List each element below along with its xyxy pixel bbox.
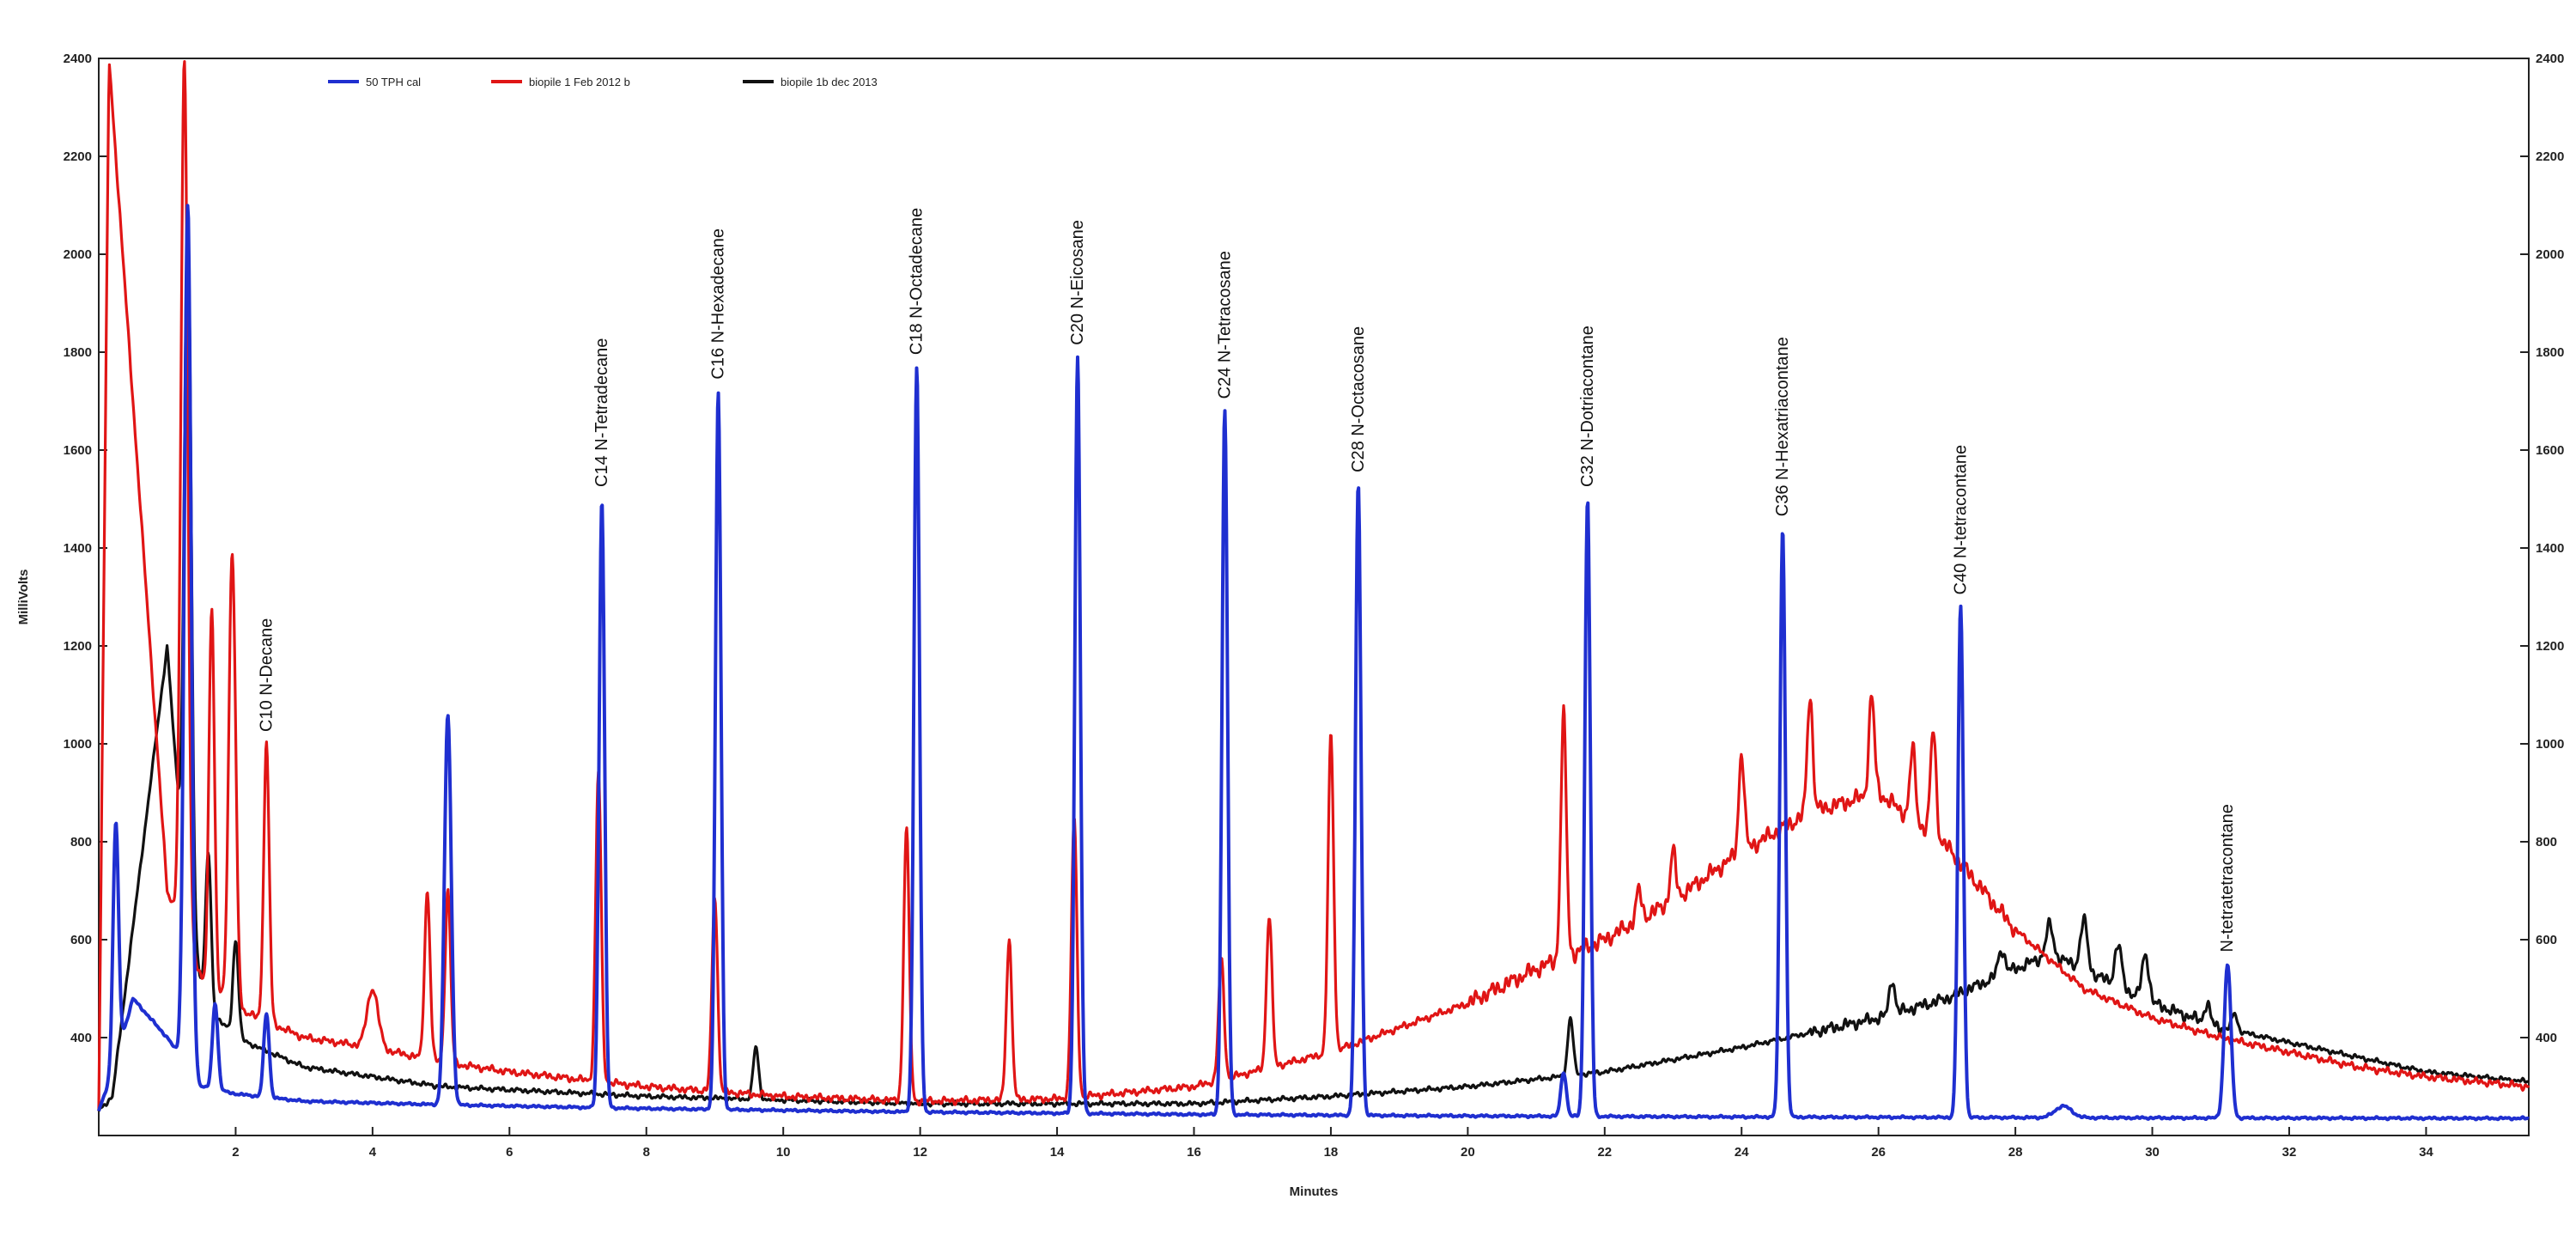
x-tick-label: 10 bbox=[776, 1145, 791, 1160]
y-tick-label-left: 2000 bbox=[64, 247, 92, 262]
y-tick-label-right: 400 bbox=[2536, 1031, 2557, 1045]
x-tick-label: 14 bbox=[1050, 1145, 1065, 1160]
x-tick-label: 20 bbox=[1461, 1145, 1475, 1160]
y-tick-label-right: 1600 bbox=[2536, 443, 2564, 458]
y-tick-label-right: 1400 bbox=[2536, 541, 2564, 556]
y-tick-label-left: 800 bbox=[70, 835, 92, 849]
peak-label: C32 N-Dotriacontane bbox=[1578, 326, 1597, 487]
y-tick-label-right: 1200 bbox=[2536, 639, 2564, 654]
series-line bbox=[97, 204, 2530, 1122]
x-tick-label: 6 bbox=[506, 1145, 513, 1160]
x-tick-label: 4 bbox=[369, 1145, 377, 1160]
x-tick-label: 16 bbox=[1187, 1145, 1201, 1160]
plot-area bbox=[98, 58, 2530, 1136]
x-tick-label: 34 bbox=[2419, 1145, 2433, 1160]
y-tick-label-right: 800 bbox=[2536, 835, 2557, 849]
peak-label: C36 N-Hexatriacontane bbox=[1773, 337, 1792, 516]
y-tick-label-right: 1000 bbox=[2536, 737, 2564, 752]
y-tick-label-left: 1800 bbox=[64, 345, 92, 360]
y-axis-title: MilliVolts bbox=[16, 569, 31, 625]
series-line bbox=[97, 214, 2530, 1112]
peak-annotations: C10 N-Decane C14 N-Tetradecane C16 N-Hexad… bbox=[257, 208, 2237, 953]
legend-label: biopile 1b dec 2013 bbox=[781, 76, 878, 88]
y-tick-label-right: 2200 bbox=[2536, 149, 2564, 164]
x-tick-label: 30 bbox=[2145, 1145, 2160, 1160]
x-tick-label: 26 bbox=[1871, 1145, 1886, 1160]
x-tick-label: 8 bbox=[643, 1145, 650, 1160]
x-tick-label: 32 bbox=[2282, 1145, 2297, 1160]
peak-label: C16 N-Hexadecane bbox=[708, 228, 727, 380]
series-line bbox=[97, 60, 2530, 1111]
legend-label: 50 TPH cal bbox=[366, 76, 421, 88]
y-tick-label-left: 2200 bbox=[64, 149, 92, 164]
y-tick-label-right: 1800 bbox=[2536, 345, 2564, 360]
peak-label: C10 N-Decane bbox=[257, 618, 276, 732]
y-tick-label-right: 2000 bbox=[2536, 247, 2564, 262]
x-tick-label: 12 bbox=[913, 1145, 927, 1160]
peak-label: C18 N-Octadecane bbox=[908, 208, 927, 355]
legend-label: biopile 1 Feb 2012 b bbox=[529, 76, 630, 88]
y-tick-label-left: 1400 bbox=[64, 541, 92, 556]
y-tick-label-right: 2400 bbox=[2536, 52, 2564, 66]
peak-label: C14 N-Tetradecane bbox=[592, 338, 611, 487]
x-axis-title: Minutes bbox=[1290, 1184, 1339, 1199]
y-tick-label-right: 600 bbox=[2536, 933, 2557, 947]
x-tick-label: 28 bbox=[2008, 1145, 2023, 1160]
series-traces bbox=[97, 60, 2530, 1122]
peak-label: C20 N-Eicosane bbox=[1068, 220, 1087, 345]
legend: 50 TPH cal biopile 1 Feb 2012 b biopile 1b… bbox=[328, 76, 878, 88]
y-tick-label-left: 400 bbox=[70, 1031, 92, 1045]
x-tick-label: 18 bbox=[1324, 1145, 1339, 1160]
y-tick-label-left: 1600 bbox=[64, 443, 92, 458]
y-tick-label-left: 600 bbox=[70, 933, 92, 947]
y-tick-label-left: 2400 bbox=[64, 52, 92, 66]
x-tick-label: 2 bbox=[232, 1145, 239, 1160]
y-tick-label-left: 1000 bbox=[64, 737, 92, 752]
y-tick-label-left: 1200 bbox=[64, 639, 92, 654]
peak-label: N-tetratetracontane bbox=[2218, 804, 2237, 952]
axis-ticks: 400 400 600 600 800 800 1000 1000 1200 1200 1400 14… bbox=[64, 52, 2565, 1160]
peak-label: C28 N-Octacosane bbox=[1349, 326, 1368, 472]
peak-label: C24 N-Tetracosane bbox=[1215, 251, 1234, 399]
peak-label: C40 N-tetracontane bbox=[1951, 445, 1970, 595]
x-tick-label: 22 bbox=[1597, 1145, 1612, 1160]
x-tick-label: 24 bbox=[1735, 1145, 1749, 1160]
